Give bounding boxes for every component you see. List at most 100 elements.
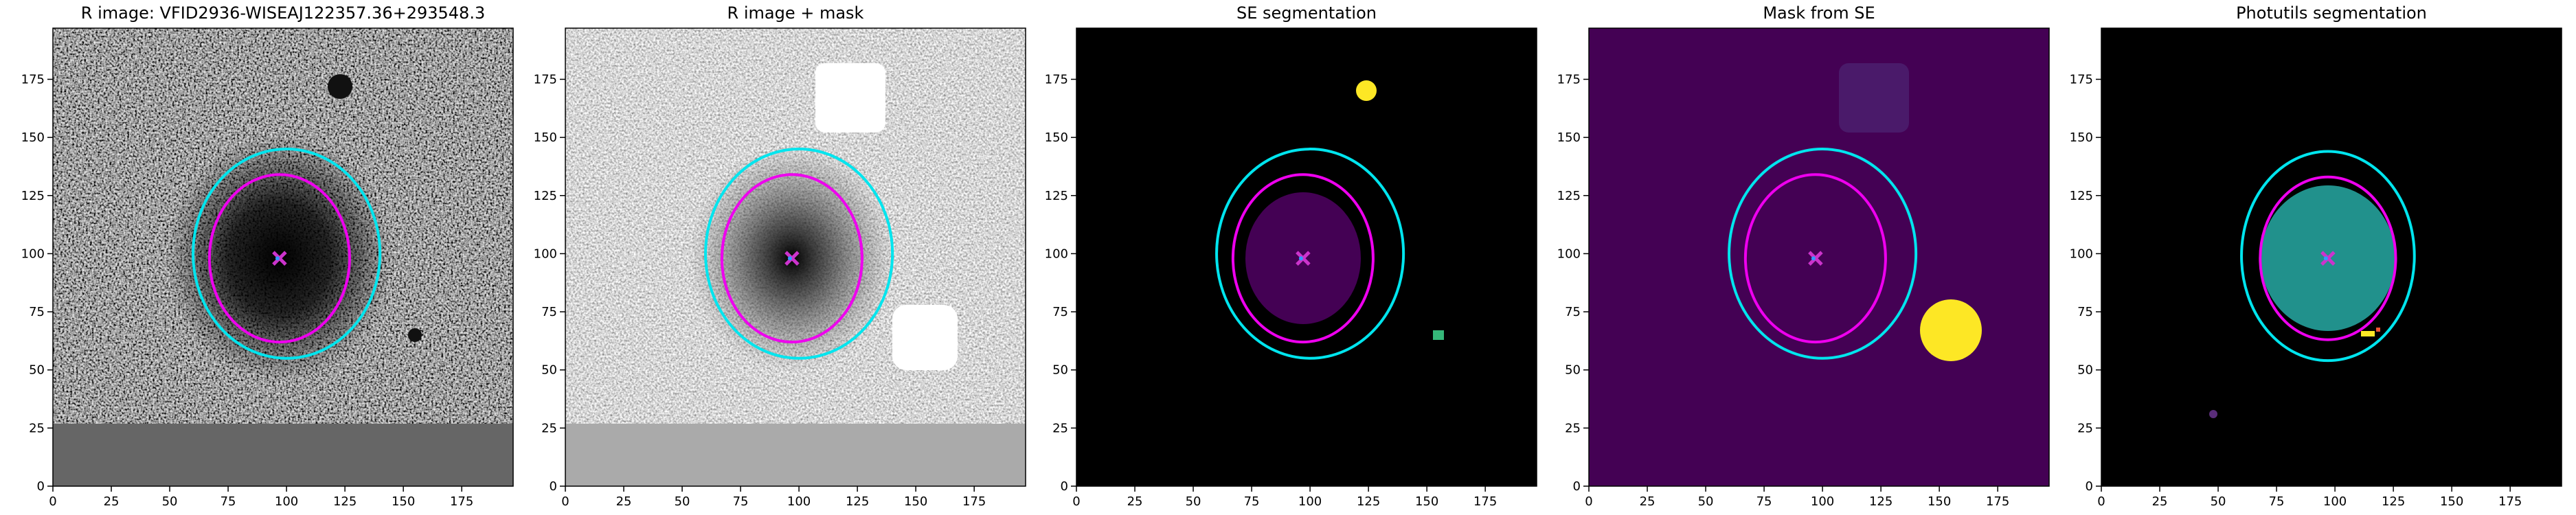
x-tick-label: 125 bbox=[1357, 494, 1380, 509]
x-tick-label: 125 bbox=[1869, 494, 1893, 509]
y-tick-label: 25 bbox=[541, 421, 557, 435]
segment bbox=[2209, 410, 2217, 418]
x-tick-label: 25 bbox=[2152, 494, 2168, 509]
y-tick-label: 125 bbox=[2070, 189, 2093, 203]
y-tick-label: 100 bbox=[1557, 247, 1581, 261]
y-tick-label: 150 bbox=[534, 130, 557, 145]
panel: 0 25 50 75 100 125 150 175 0 25 50 75 100 125 150 175 Ph… bbox=[2070, 3, 2562, 509]
x-tick-label: 75 bbox=[733, 494, 749, 509]
aperture-ellipse bbox=[1215, 148, 1405, 360]
aperture-ellipse bbox=[192, 148, 382, 360]
x-tick-label: 0 bbox=[1585, 494, 1592, 509]
x-tick-label: 125 bbox=[2382, 494, 2405, 509]
center-dot bbox=[275, 256, 280, 261]
x-tick-label: 0 bbox=[49, 494, 56, 509]
mask-region bbox=[1920, 299, 1982, 361]
x-tick-label: 50 bbox=[1698, 494, 1714, 509]
y-tick-label: 75 bbox=[541, 305, 557, 319]
y-tick-label: 150 bbox=[1045, 130, 1068, 145]
y-tick-label: 100 bbox=[1045, 247, 1068, 261]
y-tick-label: 150 bbox=[1557, 130, 1581, 145]
y-tick-label: 100 bbox=[534, 247, 557, 261]
x-tick-label: 150 bbox=[392, 494, 415, 509]
y-tick-label: 75 bbox=[29, 305, 45, 319]
aperture-ellipse bbox=[1743, 173, 1887, 344]
axes-frame bbox=[565, 27, 1026, 487]
x-tick-label: 175 bbox=[2498, 494, 2522, 509]
segment bbox=[1433, 330, 1444, 340]
star bbox=[408, 328, 422, 342]
aperture-ellipse bbox=[704, 148, 894, 360]
y-tick-label: 100 bbox=[21, 247, 45, 261]
x-tick-label: 75 bbox=[1244, 494, 1260, 509]
center-dot bbox=[1298, 256, 1303, 261]
segment bbox=[2376, 328, 2380, 332]
x-tick-label: 175 bbox=[962, 494, 986, 509]
mask-region bbox=[892, 305, 958, 370]
aperture-ellipse bbox=[2259, 175, 2397, 341]
x-tick-label: 0 bbox=[1072, 494, 1080, 509]
x-tick-label: 0 bbox=[561, 494, 569, 509]
x-tick-label: 100 bbox=[1298, 494, 1322, 509]
aperture-ellipse bbox=[720, 173, 863, 344]
y-tick-label: 150 bbox=[21, 130, 45, 145]
y-tick-label: 175 bbox=[1557, 72, 1581, 87]
panel: 0 25 50 75 100 125 150 175 0 25 50 75 100 125 150 175 R … bbox=[21, 3, 514, 509]
y-tick-label: 25 bbox=[1052, 421, 1068, 435]
x-tick-label: 25 bbox=[104, 494, 120, 509]
x-tick-label: 175 bbox=[1986, 494, 2009, 509]
y-tick-label: 125 bbox=[1045, 189, 1068, 203]
aperture-ellipse bbox=[1728, 148, 1918, 360]
x-tick-label: 100 bbox=[1811, 494, 1834, 509]
y-tick-label: 175 bbox=[21, 72, 45, 87]
y-tick-label: 125 bbox=[1557, 189, 1581, 203]
center-dot bbox=[787, 256, 792, 261]
y-tick-label: 125 bbox=[21, 189, 45, 203]
y-tick-label: 50 bbox=[2077, 363, 2093, 378]
y-tick-label: 0 bbox=[1573, 479, 1581, 494]
axes-frame bbox=[1076, 27, 1537, 487]
panel-title: R image: VFID2936-WISEAJ122357.36+293548… bbox=[81, 3, 485, 23]
x-tick-label: 175 bbox=[450, 494, 473, 509]
x-tick-label: 175 bbox=[1473, 494, 1497, 509]
y-tick-label: 0 bbox=[1061, 479, 1068, 494]
y-tick-label: 0 bbox=[2086, 479, 2093, 494]
x-tick-label: 50 bbox=[1186, 494, 1201, 509]
panel-title: Photutils segmentation bbox=[2236, 3, 2427, 23]
panel: 0 25 50 75 100 125 150 175 0 25 50 75 100 125 150 175 R … bbox=[534, 3, 1026, 509]
x-tick-label: 75 bbox=[1756, 494, 1772, 509]
x-tick-label: 25 bbox=[1640, 494, 1656, 509]
y-tick-label: 175 bbox=[2070, 72, 2093, 87]
y-tick-label: 50 bbox=[1565, 363, 1581, 378]
axes-frame bbox=[52, 27, 514, 487]
star bbox=[328, 74, 352, 99]
x-tick-label: 150 bbox=[904, 494, 927, 509]
segment bbox=[2361, 331, 2375, 336]
y-tick-label: 175 bbox=[534, 72, 557, 87]
y-tick-label: 125 bbox=[534, 189, 557, 203]
aperture-ellipse bbox=[1231, 173, 1375, 344]
x-tick-label: 25 bbox=[616, 494, 632, 509]
x-tick-label: 100 bbox=[275, 494, 298, 509]
panel: 0 25 50 75 100 125 150 175 0 25 50 75 100 125 150 175 Ma… bbox=[1557, 3, 2050, 509]
aperture-ellipse bbox=[207, 173, 351, 344]
x-tick-label: 100 bbox=[787, 494, 811, 509]
y-tick-label: 150 bbox=[2070, 130, 2093, 145]
y-tick-label: 50 bbox=[1052, 363, 1068, 378]
y-tick-label: 25 bbox=[29, 421, 45, 435]
y-tick-label: 100 bbox=[2070, 247, 2093, 261]
x-tick-label: 100 bbox=[2323, 494, 2347, 509]
x-tick-label: 50 bbox=[162, 494, 178, 509]
panel-title: R image + mask bbox=[727, 3, 864, 23]
axes-frame bbox=[1588, 27, 2050, 487]
x-tick-label: 75 bbox=[221, 494, 236, 509]
blank-strip bbox=[53, 424, 513, 486]
axes-frame bbox=[2101, 27, 2562, 487]
y-tick-label: 0 bbox=[37, 479, 45, 494]
center-dot bbox=[2323, 256, 2328, 261]
y-tick-label: 75 bbox=[1052, 305, 1068, 319]
y-tick-label: 25 bbox=[1565, 421, 1581, 435]
panel-title: Mask from SE bbox=[1763, 3, 1875, 23]
x-tick-label: 75 bbox=[2269, 494, 2285, 509]
mask-region bbox=[815, 63, 885, 133]
